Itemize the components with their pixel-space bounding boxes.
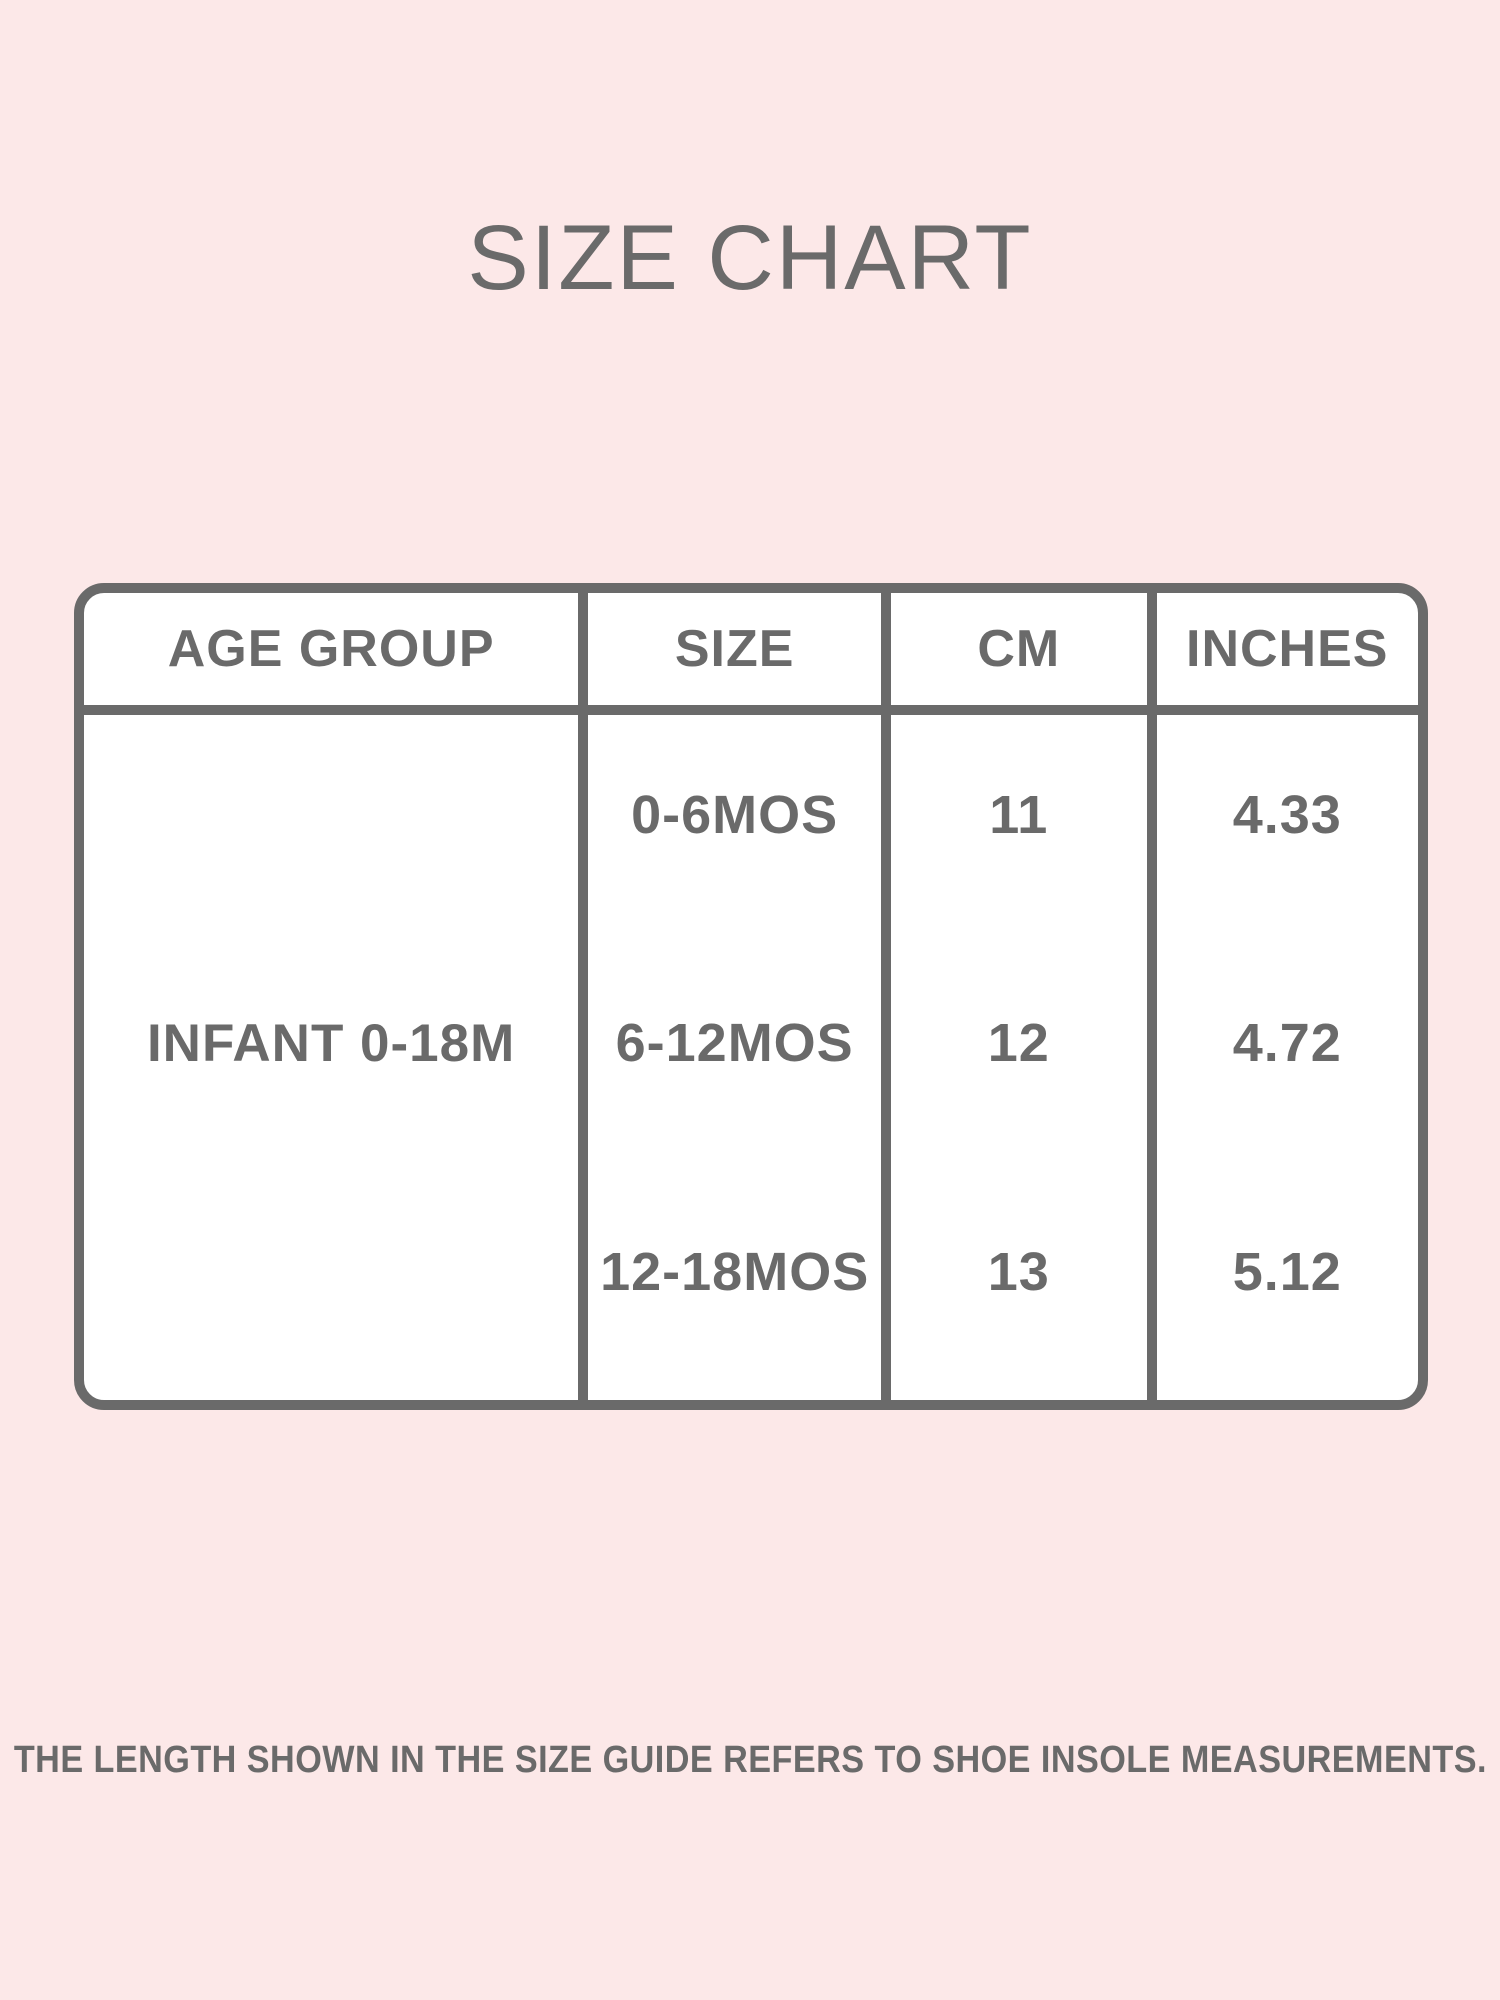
inches-value-row2: 4.72 [1232,1013,1342,1074]
column-header-inches: INCHES [1156,593,1418,715]
table-cell-size-row3: 12-18MOS [588,1172,881,1400]
cm-value-row1: 11 [989,785,1049,846]
inches-column: 4.33 4.72 5.12 [1157,715,1418,1400]
footer-note: THE LENGTH SHOWN IN THE SIZE GUIDE REFER… [13,1739,1487,1781]
cm-column: 11 12 13 [891,715,1157,1400]
table-cell-cm-row3: 13 [891,1172,1146,1400]
footer-note-container: THE LENGTH SHOWN IN THE SIZE GUIDE REFER… [0,1739,1500,1782]
column-header-size: SIZE [588,593,892,715]
size-value-row1: 0-6MOS [631,785,839,846]
table-cell-size-row1: 0-6MOS [588,715,881,943]
column-header-age-group: AGE GROUP [84,593,589,715]
inches-value-row3: 5.12 [1232,1241,1342,1302]
table-cell-cm-row2: 12 [891,943,1146,1171]
table-cell-inches-row3: 5.12 [1157,1172,1418,1400]
cm-value-row3: 13 [987,1241,1050,1302]
age-group-cell: INFANT 0-18M [84,715,589,1400]
table-cell-cm-row1: 11 [891,715,1146,943]
cm-value-row2: 12 [987,1013,1050,1074]
page-title: SIZE CHART [467,207,1033,309]
size-column: 0-6MOS 6-12MOS 12-18MOS [588,715,892,1400]
table-cell-inches-row1: 4.33 [1157,715,1418,943]
size-value-row3: 12-18MOS [600,1241,870,1302]
inches-value-row1: 4.33 [1232,785,1342,846]
size-value-row2: 6-12MOS [615,1013,854,1074]
table-cell-inches-row2: 4.72 [1157,943,1418,1171]
table-cell-size-row2: 6-12MOS [588,943,881,1171]
column-header-cm: CM [891,593,1157,715]
size-chart-table: AGE GROUP SIZE CM INCHES INFANT 0-18M 0-… [74,583,1428,1410]
age-group-label: INFANT 0-18M [146,1014,516,1073]
